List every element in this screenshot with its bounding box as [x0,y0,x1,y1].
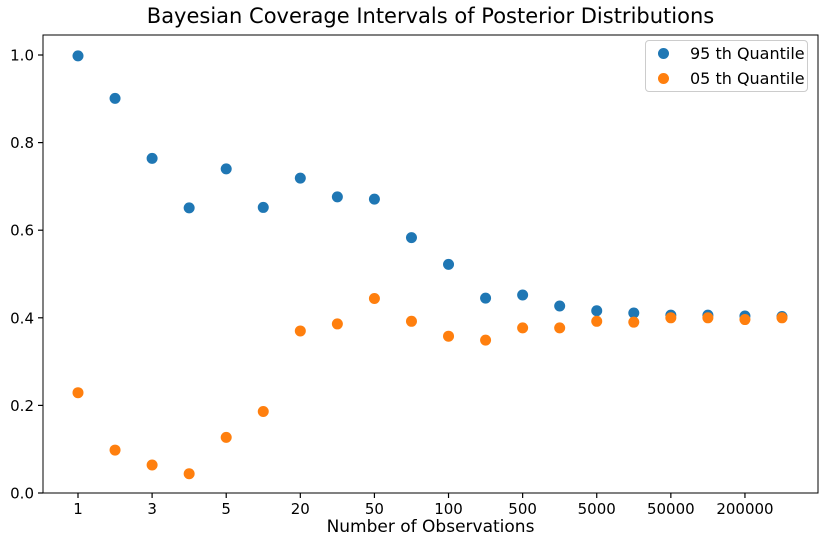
scatter-point-05th-quantile [517,322,529,334]
scatter-point-95th-quantile [368,193,380,205]
axes-frame [42,34,819,494]
scatter-point-05th-quantile [554,322,566,334]
scatter-point-05th-quantile [72,387,84,399]
legend-marker-95th-icon [658,48,669,59]
x-tick-label: 50000 [647,500,695,518]
scatter-point-05th-quantile [257,406,269,418]
scatter-point-05th-quantile [368,293,380,305]
scatter-point-95th-quantile [591,305,603,317]
x-tick-label: 100 [434,500,463,518]
scatter-point-05th-quantile [109,444,121,456]
scatter-point-05th-quantile [443,330,455,342]
legend-label-95th: 95 th Quantile [690,44,805,63]
scatter-point-95th-quantile [443,258,455,270]
scatter-point-95th-quantile [405,232,417,244]
scatter-point-05th-quantile [294,325,306,337]
y-tick-label: 0.6 [10,222,34,240]
scatter-point-05th-quantile [220,431,232,443]
x-tick-label: 500 [508,500,537,518]
y-tick-label: 1.0 [10,47,34,65]
x-tick-label: 3 [147,500,157,518]
x-tick-label: 5000 [578,500,616,518]
legend-box: 95 th Quantile 05 th Quantile [645,40,808,92]
scatter-point-05th-quantile [739,314,751,326]
scatter-point-05th-quantile [331,318,343,330]
scatter-point-05th-quantile [776,312,788,324]
y-tick-label: 0.0 [10,485,34,503]
scatter-point-95th-quantile [294,172,306,184]
scatter-point-95th-quantile [628,307,640,319]
scatter-point-05th-quantile [183,468,195,480]
scatter-point-05th-quantile [665,312,677,324]
scatter-point-95th-quantile [146,152,158,164]
legend-label-05th: 05 th Quantile [690,69,805,88]
x-tick-label: 5 [221,500,231,518]
x-tick-label: 20 [291,500,310,518]
x-tick-label: 1 [73,500,83,518]
legend-item-05th-quantile: 05 th Quantile [658,66,807,91]
scatter-point-95th-quantile [480,292,492,304]
scatter-point-95th-quantile [109,92,121,104]
scatter-point-95th-quantile [517,289,529,301]
scatter-point-05th-quantile [480,334,492,346]
y-tick-label: 0.2 [10,397,34,415]
x-tick-label: 50 [365,500,384,518]
scatter-point-05th-quantile [591,315,603,327]
scatter-point-95th-quantile [554,300,566,312]
scatter-point-95th-quantile [72,50,84,62]
x-tick-label: 200000 [716,500,773,518]
scatter-point-05th-quantile [702,312,714,324]
scatter-point-95th-quantile [183,202,195,214]
x-axis-label: Number of Observations [326,517,535,537]
scatter-point-95th-quantile [331,191,343,203]
scatter-point-95th-quantile [220,163,232,175]
scatter-point-95th-quantile [257,201,269,213]
scatter-point-05th-quantile [146,459,158,471]
scatter-point-05th-quantile [628,316,640,328]
scatter-point-05th-quantile [405,315,417,327]
chart-title: Bayesian Coverage Intervals of Posterior… [146,4,715,28]
legend-item-95th-quantile: 95 th Quantile [658,41,807,66]
y-tick-label: 0.8 [10,134,34,152]
legend-marker-05th-icon [658,73,669,84]
y-tick-label: 0.4 [10,309,34,327]
